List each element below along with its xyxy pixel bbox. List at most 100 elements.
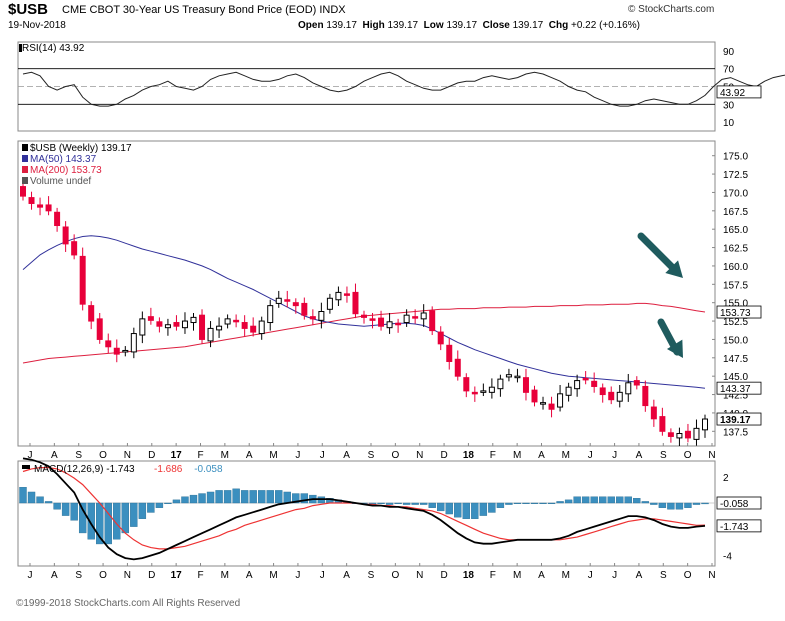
- macd-x-tick-label: 18: [463, 570, 475, 581]
- macd-histogram-bar: [675, 502, 684, 510]
- macd-x-tick-label: A: [51, 570, 58, 581]
- macd-histogram-bar: [616, 496, 624, 504]
- price-x-tick-label: O: [391, 450, 399, 461]
- macd-x-tick-label: S: [368, 570, 375, 581]
- open-value: 139.17: [326, 20, 357, 31]
- candle-body: [335, 291, 342, 301]
- candle-body: [505, 374, 512, 378]
- macd-histogram-bar: [164, 502, 172, 505]
- macd-histogram-bar: [232, 488, 240, 504]
- rsi-tick-label: 70: [723, 65, 735, 76]
- macd-x-tick-label: A: [246, 570, 253, 581]
- price-x-tick-label: J: [28, 450, 33, 461]
- candle-body: [608, 391, 615, 401]
- candle-body: [514, 375, 521, 379]
- candle-body: [147, 316, 154, 321]
- price-x-tick-label: M: [269, 450, 277, 461]
- candle-body: [199, 314, 206, 340]
- macd-x-tick-label: M: [269, 570, 277, 581]
- rsi-tick-label: 90: [723, 47, 735, 58]
- macd-histogram-bar: [36, 496, 44, 504]
- candle-body: [625, 382, 632, 395]
- macd-legend-item: MACD(12,26,9) -1.743: [34, 464, 135, 475]
- macd-histogram-bar: [573, 496, 581, 504]
- candle-body: [250, 325, 257, 333]
- price-tick-label: 167.5: [723, 207, 748, 218]
- price-x-tick-label: 18: [463, 450, 475, 461]
- candle-body: [676, 433, 683, 439]
- rsi-legend: RSI(14) 43.92: [22, 43, 85, 54]
- macd-histogram-bar: [189, 494, 198, 504]
- price-legend-item: $USB (Weekly) 139.17: [30, 143, 132, 154]
- macd-histogram-bar: [633, 498, 641, 504]
- macd-histogram-bar: [258, 490, 266, 504]
- candle-body: [241, 322, 248, 329]
- price-x-tick-label: D: [148, 450, 155, 461]
- macd-histogram-bar: [402, 502, 411, 505]
- candle-body: [45, 204, 52, 212]
- candle-body: [71, 241, 78, 256]
- close-label: Close: [482, 20, 510, 31]
- macd-x-tick-label: J: [588, 570, 593, 581]
- ma50-value-label-box: [716, 381, 762, 395]
- price-tick-label: 175.0: [723, 152, 748, 163]
- high-label: High: [362, 20, 385, 31]
- macd-histogram-bar: [428, 502, 436, 508]
- macd-x-tick-label: J: [295, 570, 300, 581]
- ma200-value-label-box: [716, 305, 762, 319]
- macd-histogram-bar: [607, 496, 615, 504]
- macd-histogram-bar: [650, 502, 658, 505]
- macd-histogram-bar: [684, 502, 692, 508]
- candle-body: [429, 310, 436, 332]
- candle-body: [599, 387, 606, 396]
- candle-body: [412, 316, 419, 319]
- macd-value-label: -1.743: [720, 522, 749, 533]
- candle-body: [79, 255, 86, 305]
- price-tick-label: 145.0: [723, 372, 748, 383]
- rsi-legend-marker: [19, 44, 22, 52]
- macd-histogram-bar: [556, 501, 564, 504]
- price-tick-label: 172.5: [723, 170, 748, 181]
- price-x-tick-label: S: [368, 450, 375, 461]
- macd-histogram-bar: [172, 499, 181, 504]
- candle-body: [420, 312, 427, 320]
- macd-histogram-bar: [198, 493, 206, 504]
- macd-histogram-bar: [53, 502, 61, 510]
- macd-histogram-bar: [104, 502, 112, 545]
- macd-histogram-bar: [300, 493, 309, 504]
- macd-x-tick-label: O: [391, 570, 399, 581]
- price-tick-label: 137.5: [723, 427, 748, 438]
- macd-histogram-bar: [701, 502, 709, 505]
- price-x-tick-label: 17: [171, 450, 183, 461]
- macd-histogram-bar: [87, 502, 95, 540]
- macd-histogram-bar: [275, 490, 283, 504]
- macd-histogram-bar: [206, 491, 215, 504]
- stockcharts-brand[interactable]: © StockCharts.com: [628, 4, 715, 15]
- macd-histogram-bar: [547, 502, 556, 505]
- macd-histogram-bar: [667, 502, 675, 510]
- price-panel-frame: [17, 140, 716, 447]
- candle-body: [54, 211, 61, 227]
- price-x-tick-label: S: [660, 450, 667, 461]
- macd-legend-swatch: [22, 465, 30, 469]
- price-x-tick-label: F: [197, 450, 203, 461]
- candle-body: [361, 314, 367, 318]
- macd-histogram-bar: [138, 502, 147, 519]
- price-legend-item: MA(50) 143.37: [30, 154, 97, 165]
- change-value: +0.22 (+0.16%): [571, 20, 640, 31]
- annotation-arrow-shaft-1: [637, 232, 681, 276]
- close-value-label-box: [716, 412, 762, 426]
- macd-x-tick-label: O: [99, 570, 107, 581]
- candle-body: [463, 377, 470, 392]
- candle-body: [471, 391, 478, 395]
- price-x-tick-label: A: [51, 450, 58, 461]
- macd-histogram-bar: [121, 502, 130, 534]
- macd-histogram-bar: [130, 502, 138, 527]
- open-label: Open: [298, 20, 324, 31]
- candle-body: [497, 378, 504, 390]
- price-x-tick-label: N: [416, 450, 423, 461]
- macd-histogram-bar: [454, 502, 462, 518]
- macd-histogram-bar: [155, 502, 164, 508]
- candle-body: [582, 377, 589, 381]
